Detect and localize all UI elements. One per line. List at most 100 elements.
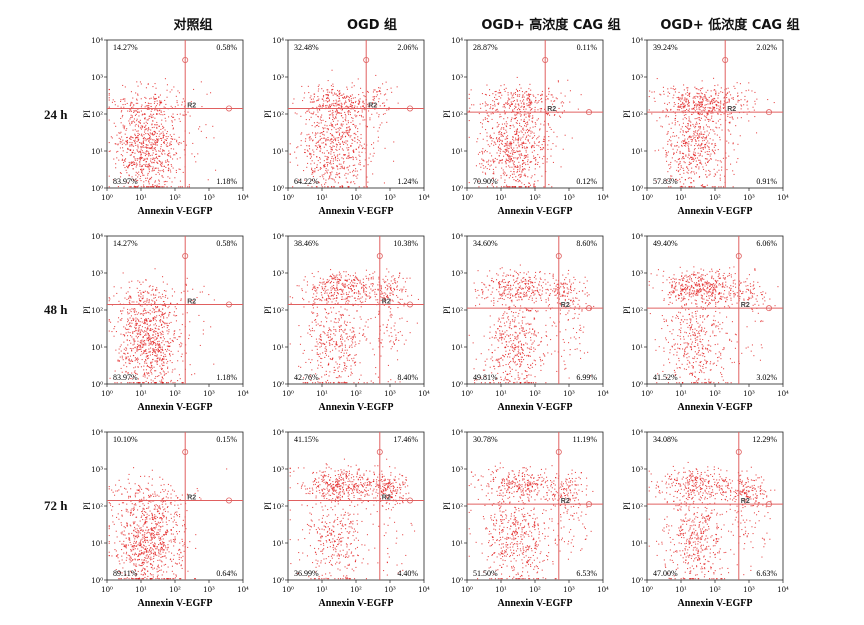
event-dot [503, 103, 505, 105]
event-dot [146, 144, 148, 146]
event-dot [155, 132, 157, 134]
event-dot [141, 329, 143, 331]
event-dot [692, 123, 694, 125]
event-dot [154, 97, 156, 99]
event-dot [678, 164, 680, 166]
event-dot [134, 110, 136, 112]
event-dot [504, 123, 506, 125]
event-dot [139, 300, 141, 302]
event-dot [478, 113, 480, 115]
event-dot [693, 171, 695, 173]
event-dot [148, 103, 150, 105]
event-dot [670, 166, 672, 168]
event-dot [346, 88, 348, 90]
event-dot [334, 303, 336, 305]
event-dot [348, 110, 350, 112]
event-dot [484, 149, 486, 151]
event-dot [491, 182, 493, 184]
event-dot [717, 84, 719, 86]
event-dot [705, 138, 707, 140]
event-dot [113, 122, 115, 124]
event-dot [717, 164, 719, 166]
event-dot [669, 92, 671, 94]
event-dot [714, 107, 716, 109]
event-dot [325, 382, 327, 384]
event-dot [690, 144, 692, 146]
event-dot [338, 103, 340, 105]
event-dot [137, 136, 139, 138]
event-dot [170, 302, 172, 304]
event-dot [338, 107, 340, 109]
event-dot [138, 320, 140, 322]
event-dot [339, 153, 341, 155]
event-dot [121, 158, 123, 160]
event-dot [517, 140, 519, 142]
event-dot [143, 309, 145, 311]
event-dot [160, 137, 162, 139]
event-dot [332, 120, 334, 122]
event-dot [540, 123, 542, 125]
x-tick-label: 10² [709, 194, 721, 202]
event-dot [156, 133, 158, 135]
event-dot [350, 98, 352, 100]
event-dot [515, 129, 517, 131]
event-dot [684, 138, 686, 140]
event-dot [691, 113, 693, 115]
event-dot [690, 138, 692, 140]
event-dot [140, 154, 142, 156]
event-dot [694, 127, 696, 129]
event-dot [346, 105, 348, 107]
event-dot [144, 131, 146, 133]
event-dot [160, 148, 162, 150]
event-dot [139, 127, 141, 129]
event-dot [152, 319, 154, 321]
event-dot [350, 157, 352, 159]
event-dot [149, 186, 151, 188]
event-dot [340, 123, 342, 125]
event-dot [351, 86, 353, 88]
event-dot [326, 172, 328, 174]
event-dot [503, 174, 505, 176]
y-tick-label: 10² [451, 111, 463, 119]
event-dot [497, 125, 499, 127]
event-dot [486, 104, 488, 106]
event-dot [143, 320, 145, 322]
event-dot [151, 133, 153, 135]
event-dot [311, 113, 313, 115]
event-dot [145, 356, 147, 358]
event-dot [157, 140, 159, 142]
event-dot [700, 131, 702, 133]
event-dot [707, 126, 709, 128]
event-dot [331, 138, 333, 140]
event-dot [503, 127, 505, 129]
event-dot [179, 378, 181, 380]
event-dot [142, 314, 144, 316]
event-dot [127, 372, 129, 374]
event-dot [161, 314, 163, 316]
event-dot [341, 94, 343, 96]
event-dot [135, 323, 137, 325]
event-dot [134, 324, 136, 326]
event-dot [151, 367, 153, 369]
event-dot [348, 135, 350, 137]
event-dot [683, 135, 685, 137]
event-dot [163, 142, 165, 144]
event-dot [694, 104, 696, 106]
event-dot [686, 98, 688, 100]
event-dot [329, 91, 331, 93]
event-dot [518, 151, 520, 153]
event-dot [162, 131, 164, 133]
event-dot [138, 151, 140, 153]
event-dot [548, 88, 550, 90]
event-dot [148, 286, 150, 288]
event-dot [504, 172, 506, 174]
event-dot [530, 177, 532, 179]
event-dot [715, 94, 717, 96]
event-dot [672, 148, 674, 150]
event-dot [128, 164, 130, 166]
event-dot [178, 186, 180, 188]
event-dot [126, 298, 128, 300]
event-dot [146, 365, 148, 367]
event-dot [697, 130, 699, 132]
event-dot [173, 86, 175, 88]
